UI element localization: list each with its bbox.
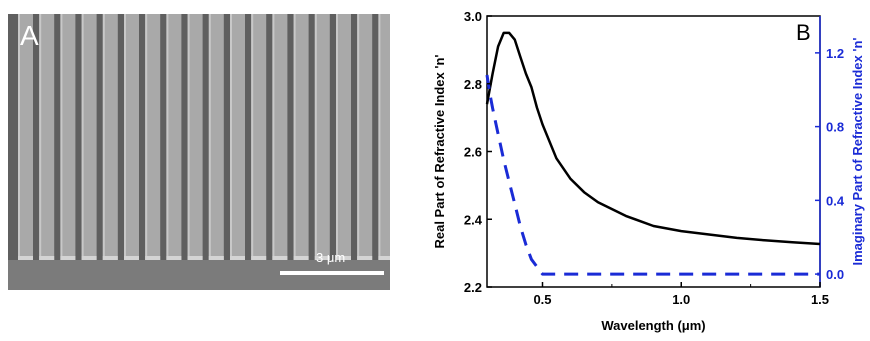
sem-line-foot bbox=[60, 256, 76, 260]
sem-line bbox=[314, 14, 330, 260]
sem-line-edge bbox=[208, 14, 211, 260]
sem-line bbox=[124, 14, 139, 260]
sem-line-foot bbox=[357, 256, 373, 260]
sem-line bbox=[39, 14, 55, 260]
sem-line-foot bbox=[272, 256, 288, 260]
sem-line-edge bbox=[18, 14, 20, 260]
sem-line bbox=[102, 14, 118, 260]
sem-line-edge bbox=[251, 14, 254, 260]
y-left-tick-label: 2.6 bbox=[464, 145, 482, 160]
series-real-n-line bbox=[485, 31, 821, 246]
sem-line-foot bbox=[39, 256, 55, 260]
sem-line-edge bbox=[187, 14, 190, 260]
sem-line-edge bbox=[124, 14, 126, 260]
y-left-tick-label: 2.4 bbox=[464, 212, 483, 227]
sem-line bbox=[18, 14, 33, 260]
sem-line-foot bbox=[187, 256, 203, 260]
sem-line bbox=[166, 14, 182, 260]
sem-line bbox=[208, 14, 224, 260]
scale-bar bbox=[280, 271, 384, 275]
sem-line-foot bbox=[230, 256, 245, 260]
sem-line-edge bbox=[230, 14, 232, 260]
sem-line-edge bbox=[166, 14, 169, 260]
y-right-tick-label: 1.2 bbox=[826, 46, 844, 61]
x-tick-label: 0.5 bbox=[533, 292, 551, 307]
sem-line-foot bbox=[336, 256, 351, 260]
sem-line-foot bbox=[145, 256, 161, 260]
sem-line bbox=[336, 14, 351, 260]
sem-line-edge bbox=[60, 14, 63, 260]
sem-line bbox=[251, 14, 267, 260]
sem-line bbox=[272, 14, 288, 260]
sem-line bbox=[81, 14, 97, 260]
sem-line-foot bbox=[314, 256, 330, 260]
sem-line-edge bbox=[336, 14, 338, 260]
sem-line-foot bbox=[102, 256, 118, 260]
sem-image-panel: A 3 μm bbox=[8, 14, 390, 290]
y-left-tick-label: 2.8 bbox=[464, 77, 482, 92]
sem-line-foot bbox=[18, 256, 33, 260]
sem-line bbox=[378, 14, 390, 260]
y-right-tick-label: 0.0 bbox=[826, 267, 844, 282]
sem-line bbox=[187, 14, 203, 260]
sem-line-foot bbox=[293, 256, 309, 260]
panel-a-letter: A bbox=[20, 20, 39, 51]
sem-line-foot bbox=[251, 256, 267, 260]
sem-line-edge bbox=[314, 14, 317, 260]
sem-line-foot bbox=[166, 256, 182, 260]
sem-line-edge bbox=[378, 14, 381, 260]
series-layer bbox=[485, 31, 821, 276]
sem-line-edge bbox=[272, 14, 275, 260]
x-tick-label: 1.0 bbox=[672, 292, 690, 307]
sem-line bbox=[293, 14, 309, 260]
y-right-tick-label: 0.8 bbox=[826, 120, 844, 135]
x-tick-label: 1.5 bbox=[811, 292, 829, 307]
sem-line-foot bbox=[208, 256, 224, 260]
y-left-axis-title: Real Part of Refractive Index 'n' bbox=[432, 54, 447, 248]
sem-line bbox=[230, 14, 245, 260]
sem-line-edge bbox=[81, 14, 84, 260]
y-left-tick-label: 2.2 bbox=[464, 280, 482, 295]
sem-line bbox=[60, 14, 76, 260]
series-imag-n-line bbox=[485, 74, 820, 276]
scale-bar-label: 3 μm bbox=[316, 250, 346, 265]
sem-line-edge bbox=[145, 14, 148, 260]
sem-line bbox=[145, 14, 161, 260]
sem-line-edge bbox=[39, 14, 42, 260]
sem-line-foot bbox=[81, 256, 97, 260]
panel-b-letter: B bbox=[796, 20, 811, 45]
sem-line bbox=[357, 14, 373, 260]
sem-line-edge bbox=[357, 14, 360, 260]
y-right-tick-label: 0.4 bbox=[826, 193, 845, 208]
sem-line-edge bbox=[102, 14, 105, 260]
sem-line-foot bbox=[124, 256, 139, 260]
y-left-tick-label: 3.0 bbox=[464, 9, 482, 24]
x-axis-title: Wavelength (μm) bbox=[601, 318, 705, 333]
y-right-axis-title: Imaginary Part of Refractive Index 'n' bbox=[850, 38, 865, 266]
sem-image bbox=[8, 14, 390, 290]
refractive-index-chart: 0.5 1.0 1.5 2.2 2.4 2.6 2.8 3.0 0.0 0.4 0.8 1.2 B W… bbox=[432, 9, 865, 333]
plot-frame bbox=[486, 15, 821, 288]
sem-line-foot bbox=[378, 256, 390, 260]
ticks-layer: 0.5 1.0 1.5 2.2 2.4 2.6 2.8 3.0 0.0 0.4 0.8 1.2 bbox=[464, 9, 845, 307]
sem-line-edge bbox=[293, 14, 296, 260]
